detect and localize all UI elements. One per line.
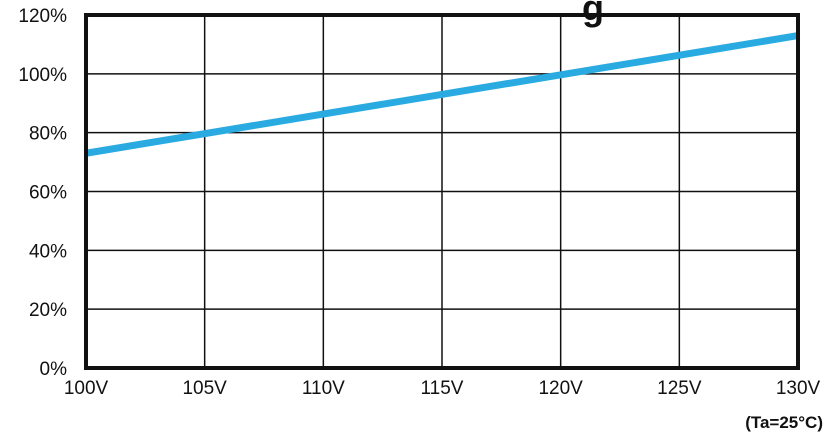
x-tick-label: 110V (302, 378, 345, 399)
x-axis-ticks: 100V 105V 110V 115V 120V 125V 130V (64, 378, 821, 399)
y-tick-label: 60% (29, 183, 67, 204)
x-tick-label: 125V (657, 378, 702, 399)
y-tick-label: 80% (29, 124, 67, 145)
series-line-0 (85, 32, 799, 157)
y-tick-label: 0% (40, 359, 68, 380)
grid-lines (86, 15, 798, 368)
x-tick-label: 120V (538, 378, 583, 399)
y-tick-label: 120% (18, 6, 67, 27)
x-tick-label: 115V (421, 378, 464, 399)
y-tick-label: 40% (29, 241, 67, 262)
x-tick-label: 105V (182, 378, 227, 399)
y-axis-ticks: 0% 20% 40% 60% 80% 100% 120% (18, 6, 67, 380)
y-tick-label: 100% (18, 65, 67, 86)
x-tick-label: 130V (776, 378, 821, 399)
series-layer (85, 32, 799, 157)
x-tick-label: 100V (64, 378, 109, 399)
temperature-note: (Ta=25°C) (745, 413, 823, 432)
y-tick-label: 20% (29, 300, 67, 321)
plot-frame (84, 13, 800, 370)
